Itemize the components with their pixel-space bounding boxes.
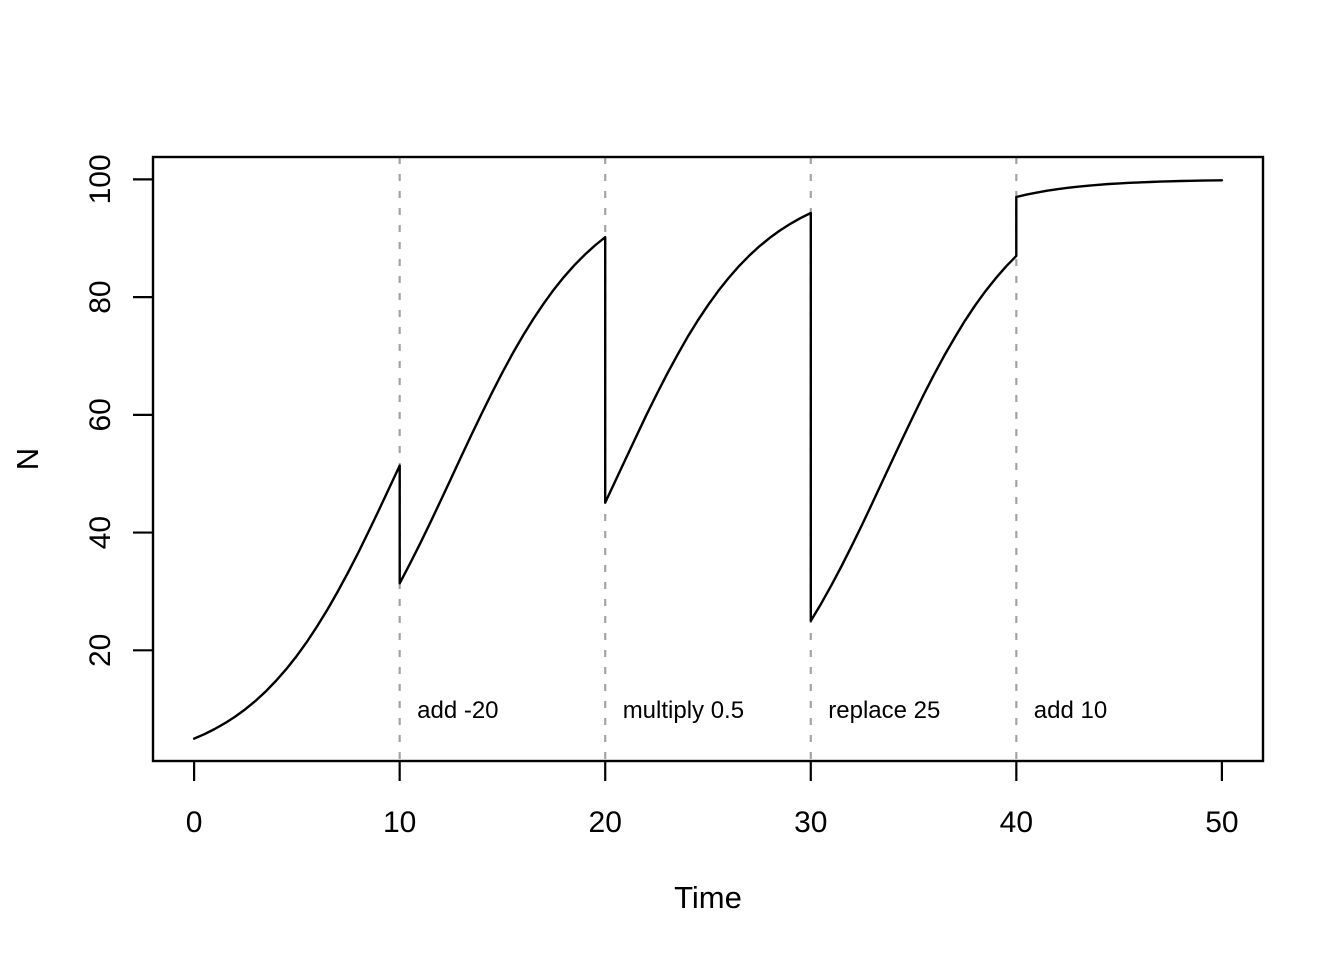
event-annotation: replace 25 (828, 697, 940, 724)
x-axis: 0 10 20 30 40 50 (186, 761, 1239, 839)
x-axis-title: Time (674, 880, 742, 915)
plot-box (151, 155, 1265, 763)
y-tick-label: 100 (84, 154, 117, 204)
x-tick-label: 0 (186, 806, 203, 839)
y-tick-label: 60 (84, 398, 117, 431)
y-tick-label: 80 (84, 280, 117, 313)
y-tick-label: 20 (84, 634, 117, 667)
series-lines-group (192, 179, 1224, 740)
event-lines-group (398, 157, 1018, 761)
annotations-group: add -20 multiply 0.5 replace 25 add 10 (417, 697, 1107, 724)
x-tick-label: 30 (794, 806, 827, 839)
event-annotation: multiply 0.5 (623, 697, 744, 724)
x-tick-label: 40 (1000, 806, 1033, 839)
y-axis-title: N (10, 448, 45, 470)
event-annotation: add -20 (417, 697, 498, 724)
y-tick-label: 40 (84, 516, 117, 549)
data-series-line (192, 179, 1224, 740)
x-tick-label: 20 (589, 806, 622, 839)
x-tick-label: 50 (1205, 806, 1238, 839)
x-tick-label: 10 (383, 806, 416, 839)
event-annotation: add 10 (1034, 697, 1107, 724)
y-axis: 20 40 60 80 100 (84, 154, 153, 667)
